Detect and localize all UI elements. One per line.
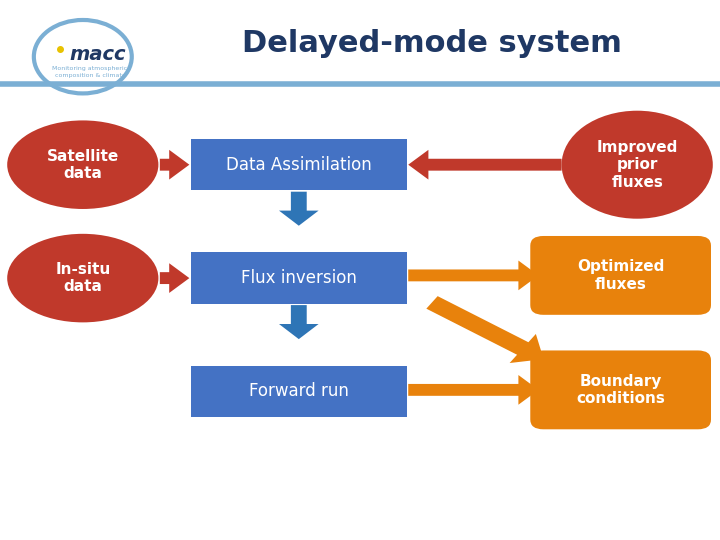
FancyArrow shape	[279, 305, 319, 339]
Text: Flux inversion: Flux inversion	[241, 269, 356, 287]
Text: Optimized
fluxes: Optimized fluxes	[577, 259, 665, 292]
Text: Boundary
conditions: Boundary conditions	[576, 374, 665, 406]
Text: Forward run: Forward run	[249, 382, 348, 401]
Text: In-situ
data: In-situ data	[55, 262, 110, 294]
Ellipse shape	[7, 234, 158, 322]
FancyArrow shape	[160, 263, 189, 293]
Text: composition & climate: composition & climate	[55, 72, 125, 78]
FancyArrow shape	[279, 192, 319, 226]
Text: Monitoring atmospheric: Monitoring atmospheric	[53, 66, 127, 71]
Ellipse shape	[562, 111, 713, 219]
Ellipse shape	[7, 120, 158, 209]
Text: Delayed-mode system: Delayed-mode system	[242, 29, 622, 58]
FancyBboxPatch shape	[191, 252, 407, 303]
FancyBboxPatch shape	[530, 236, 711, 315]
FancyBboxPatch shape	[191, 366, 407, 417]
Text: Improved
prior
fluxes: Improved prior fluxes	[596, 140, 678, 190]
FancyArrow shape	[426, 296, 544, 363]
Text: Data Assimilation: Data Assimilation	[226, 156, 372, 174]
FancyArrow shape	[408, 261, 539, 291]
Text: Satellite
data: Satellite data	[47, 148, 119, 181]
FancyArrow shape	[408, 150, 562, 179]
FancyBboxPatch shape	[191, 139, 407, 191]
FancyArrow shape	[160, 150, 189, 179]
Text: macc: macc	[69, 44, 125, 64]
FancyBboxPatch shape	[530, 350, 711, 429]
FancyArrow shape	[408, 375, 539, 405]
